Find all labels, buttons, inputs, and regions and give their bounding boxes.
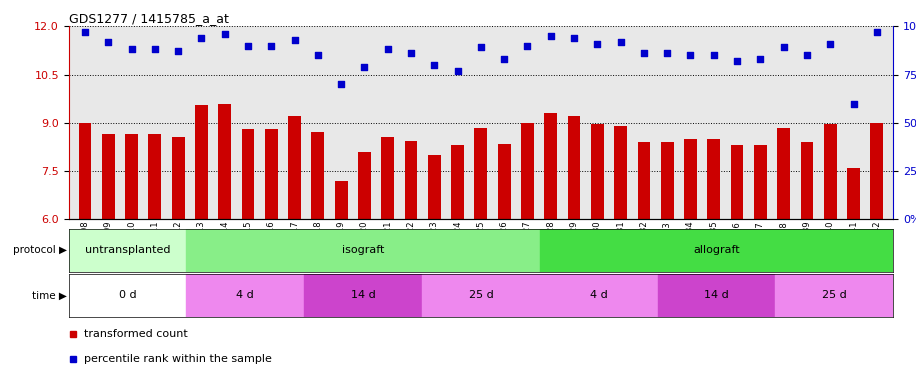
Text: 14 d: 14 d xyxy=(351,290,376,300)
Point xyxy=(800,52,814,58)
Text: transformed count: transformed count xyxy=(83,329,187,339)
Point xyxy=(683,52,698,58)
Text: protocol ▶: protocol ▶ xyxy=(13,245,67,255)
Bar xyxy=(289,116,301,219)
Bar xyxy=(540,274,658,317)
Point xyxy=(404,50,419,56)
Point xyxy=(520,43,535,49)
Bar xyxy=(544,113,557,219)
Bar xyxy=(870,123,883,219)
Text: 4 d: 4 d xyxy=(236,290,255,300)
Text: untransplanted: untransplanted xyxy=(85,245,170,255)
Bar xyxy=(218,104,231,219)
Text: 25 d: 25 d xyxy=(822,290,846,300)
Text: 4 d: 4 d xyxy=(590,290,607,300)
Point xyxy=(264,43,278,49)
Point xyxy=(846,100,861,106)
Point xyxy=(660,50,674,56)
Point xyxy=(706,52,721,58)
Bar xyxy=(242,129,255,219)
Bar xyxy=(568,116,581,219)
Text: time ▶: time ▶ xyxy=(32,290,67,300)
Point xyxy=(543,33,558,39)
Bar xyxy=(69,274,187,317)
Point xyxy=(823,40,837,46)
Text: 14 d: 14 d xyxy=(704,290,729,300)
Bar xyxy=(171,137,184,219)
Point xyxy=(380,46,395,53)
Bar xyxy=(428,155,441,219)
Bar xyxy=(358,152,371,219)
Bar xyxy=(334,181,347,219)
Bar xyxy=(422,274,540,317)
Text: 0 d: 0 d xyxy=(119,290,136,300)
Point xyxy=(170,48,185,54)
Point xyxy=(311,52,325,58)
Bar xyxy=(187,274,304,317)
Text: isograft: isograft xyxy=(342,245,385,255)
Bar xyxy=(304,274,422,317)
Bar xyxy=(195,105,208,219)
Bar xyxy=(69,229,187,272)
Text: allograft: allograft xyxy=(693,245,740,255)
Bar xyxy=(707,139,720,219)
Point xyxy=(125,46,139,53)
Bar xyxy=(265,129,278,219)
Bar xyxy=(521,123,534,219)
Point xyxy=(333,81,348,87)
Bar xyxy=(497,144,510,219)
Bar xyxy=(381,137,394,219)
Bar xyxy=(775,274,893,317)
Bar xyxy=(311,132,324,219)
Point xyxy=(614,39,628,45)
Bar xyxy=(615,126,627,219)
Text: percentile rank within the sample: percentile rank within the sample xyxy=(83,354,271,363)
Text: GDS1277 / 1415785_a_at: GDS1277 / 1415785_a_at xyxy=(69,12,229,25)
Point xyxy=(869,29,884,35)
Bar xyxy=(79,123,92,219)
Point xyxy=(101,39,115,45)
Bar xyxy=(405,141,418,219)
Point xyxy=(753,56,768,62)
Point xyxy=(427,62,442,68)
Bar xyxy=(847,168,860,219)
Bar xyxy=(148,134,161,219)
Point xyxy=(474,45,488,51)
Bar xyxy=(754,146,767,219)
Bar xyxy=(731,146,744,219)
Point xyxy=(451,68,465,74)
Point xyxy=(147,46,162,53)
Bar xyxy=(823,124,836,219)
Point xyxy=(78,29,93,35)
Bar xyxy=(125,134,138,219)
Bar xyxy=(187,229,540,272)
Point xyxy=(590,40,605,46)
Point xyxy=(637,50,651,56)
Text: 25 d: 25 d xyxy=(468,290,494,300)
Point xyxy=(288,37,302,43)
Bar xyxy=(658,274,775,317)
Bar xyxy=(474,128,487,219)
Point xyxy=(357,64,372,70)
Bar xyxy=(684,139,697,219)
Bar xyxy=(540,229,893,272)
Point xyxy=(217,31,232,37)
Point xyxy=(241,43,256,49)
Bar xyxy=(660,142,673,219)
Bar xyxy=(591,124,604,219)
Point xyxy=(496,56,511,62)
Point xyxy=(194,35,209,41)
Point xyxy=(777,45,791,51)
Bar xyxy=(452,146,464,219)
Point xyxy=(730,58,745,64)
Point xyxy=(567,35,582,41)
Bar xyxy=(801,142,813,219)
Bar xyxy=(778,128,790,219)
Bar xyxy=(102,134,114,219)
Bar xyxy=(638,142,650,219)
